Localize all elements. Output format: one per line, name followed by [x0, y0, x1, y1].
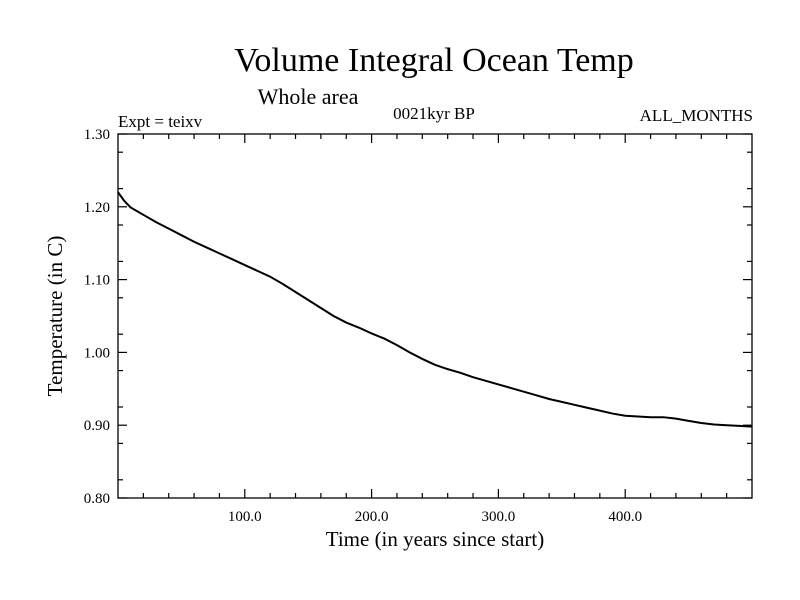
y-tick-label: 1.10 [84, 273, 110, 289]
x-tick-label: 100.0 [228, 509, 262, 525]
y-tick-label: 0.80 [84, 491, 110, 507]
x-axis-label: Time (in years since start) [326, 527, 545, 551]
y-tick-label: 1.20 [84, 200, 110, 216]
expt-label: Expt = teixv [118, 112, 203, 131]
months-label: ALL_MONTHS [640, 106, 753, 125]
series-line [117, 191, 753, 428]
x-tick-label: 400.0 [608, 509, 642, 525]
period-label: 0021kyr BP [393, 104, 475, 123]
chart-subtitle: Whole area [258, 84, 359, 109]
chart-title: Volume Integral Ocean Temp [234, 42, 634, 79]
x-tick-labels: 100.0 200.0 300.0 400.0 [228, 509, 642, 525]
y-axis-label: Temperature (in C) [43, 236, 67, 397]
plot-frame [117, 133, 753, 499]
x-tick-label: 200.0 [355, 509, 389, 525]
axis-ticks [118, 133, 752, 499]
y-tick-label: 0.90 [84, 418, 110, 434]
y-tick-label: 1.30 [84, 127, 110, 143]
y-tick-label: 1.00 [84, 345, 110, 361]
x-tick-label: 300.0 [482, 509, 516, 525]
y-tick-labels: 0.80 0.90 1.00 1.10 1.20 1.30 [84, 127, 110, 507]
